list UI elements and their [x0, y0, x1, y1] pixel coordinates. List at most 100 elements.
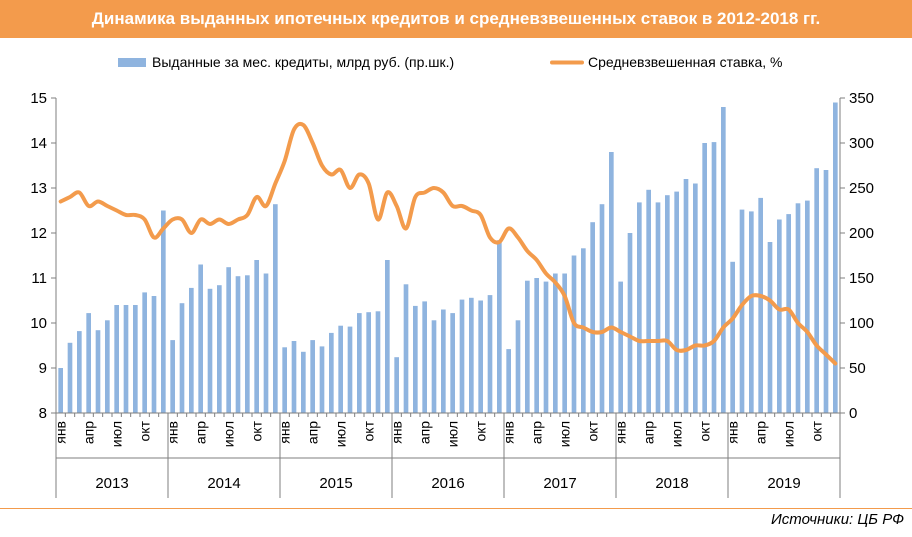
bar: [375, 311, 381, 413]
bar: [254, 260, 259, 413]
bar: [777, 219, 782, 413]
y-right-tick-label: 300: [849, 135, 874, 152]
x-month-label: июл: [669, 421, 685, 447]
bar: [123, 305, 129, 413]
x-month-label: окт: [585, 420, 601, 441]
year-label: 2015: [319, 475, 352, 492]
bar: [273, 204, 278, 413]
bar: [179, 303, 185, 413]
legend-line-label: Средневзвешенная ставка, %: [588, 54, 783, 70]
bar: [515, 320, 521, 413]
x-month-label: апр: [305, 421, 321, 444]
bar: [749, 211, 754, 413]
bar: [161, 210, 166, 413]
y-left-tick-label: 12: [30, 225, 47, 242]
bar: [357, 313, 362, 413]
combo-chart: Выданные за мес. кредиты, млрд руб. (пр.…: [30, 54, 874, 498]
bar: [403, 284, 409, 413]
bar: [833, 102, 838, 413]
bar: [553, 273, 558, 413]
bar: [497, 240, 502, 413]
bar: [263, 273, 269, 413]
bar: [646, 189, 651, 413]
y-right-tick-label: 200: [849, 225, 874, 242]
bar: [459, 299, 465, 413]
bar: [683, 179, 689, 413]
bar: [133, 305, 138, 413]
bar: [534, 278, 539, 413]
y-right-tick-label: 0: [849, 405, 857, 422]
bar: [385, 260, 390, 413]
legend: Выданные за мес. кредиты, млрд руб. (пр.…: [118, 54, 783, 70]
x-month-label: апр: [529, 421, 545, 444]
bar: [58, 368, 63, 413]
y-right-tick-label: 250: [849, 180, 874, 197]
rate-line: [58, 121, 838, 366]
bar: [310, 340, 315, 413]
x-month-label: янв: [165, 421, 181, 444]
x-month-label: окт: [809, 420, 825, 441]
year-label: 2017: [543, 475, 576, 492]
bar: [450, 313, 455, 413]
x-month-label: апр: [417, 421, 433, 444]
x-month-label: окт: [249, 420, 265, 441]
x-month-label: июл: [221, 421, 237, 447]
bar: [823, 170, 829, 413]
bar: [795, 203, 801, 413]
bar: [758, 197, 763, 413]
bar: [618, 281, 623, 413]
bar: [338, 325, 343, 413]
x-month-label: янв: [389, 421, 405, 444]
y-right-tick-label: 350: [849, 90, 874, 107]
chart-title: Динамика выданных ипотечных кредитов и с…: [0, 0, 912, 38]
bar: [95, 330, 101, 413]
bar: [114, 305, 119, 413]
bar: [413, 305, 418, 413]
legend-bar-label: Выданные за мес. кредиты, млрд руб. (пр.…: [152, 54, 454, 70]
x-month-label: июл: [781, 421, 797, 447]
x-month-label: июл: [557, 421, 573, 447]
bar: [105, 320, 110, 413]
y-left-tick-label: 15: [30, 90, 47, 107]
bar: [142, 292, 147, 413]
bar: [235, 276, 241, 413]
y-left-tick-label: 10: [30, 315, 47, 332]
year-label: 2014: [207, 475, 240, 492]
y-right-tick-label: 100: [849, 315, 874, 332]
bar: [207, 288, 213, 413]
bar: [590, 222, 595, 413]
bar: [67, 342, 73, 413]
bar: [506, 349, 511, 413]
x-month-label: апр: [753, 421, 769, 444]
bar: [637, 202, 642, 413]
year-label: 2019: [767, 475, 800, 492]
bar: [571, 255, 577, 413]
bar: [291, 341, 297, 413]
y-left-tick-label: 11: [31, 270, 47, 287]
bar: [217, 285, 222, 413]
bar: [599, 204, 605, 413]
line-series: [58, 121, 838, 366]
x-month-label: янв: [613, 421, 629, 444]
bar: [469, 297, 474, 413]
x-month-label: окт: [473, 420, 489, 441]
bar: [487, 295, 493, 413]
bar: [198, 264, 203, 413]
bar: [245, 275, 250, 413]
bar-series: [58, 102, 838, 413]
bar: [170, 340, 175, 413]
bar: [151, 296, 157, 413]
x-month-label: окт: [137, 420, 153, 441]
x-month-label: янв: [53, 421, 69, 444]
bar: [301, 351, 306, 413]
bar: [86, 313, 91, 413]
bar: [478, 300, 483, 413]
bar: [189, 287, 194, 413]
x-month-label: янв: [725, 421, 741, 444]
bar: [394, 357, 399, 413]
bar: [562, 273, 567, 413]
x-month-label: июл: [445, 421, 461, 447]
bar: [77, 331, 82, 413]
legend-bar-swatch: [118, 58, 146, 67]
